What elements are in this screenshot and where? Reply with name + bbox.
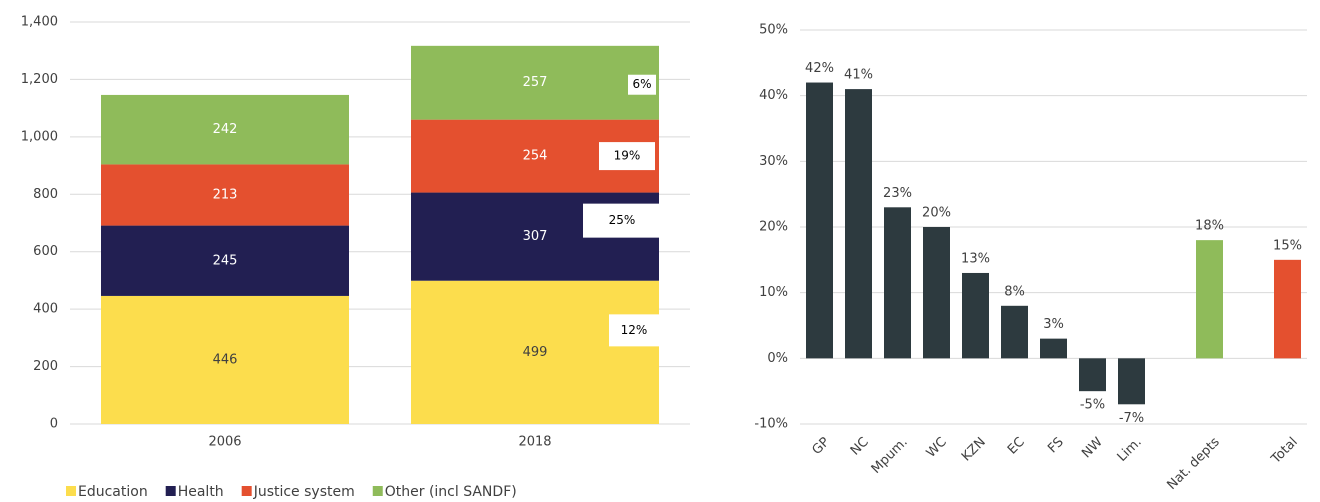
x-tick-label: GP <box>810 435 833 458</box>
data-label: 242 <box>213 122 238 137</box>
bar <box>1118 358 1145 405</box>
y-tick-label: 20% <box>759 220 788 235</box>
data-label: 213 <box>213 188 238 203</box>
data-label: 13% <box>961 251 990 266</box>
annotation-box <box>628 74 656 95</box>
y-tick-label: 800 <box>33 187 58 202</box>
data-label: 307 <box>523 229 548 244</box>
y-tick-label: 600 <box>33 244 58 259</box>
y-tick-label: 1,000 <box>21 129 58 144</box>
bar-segment <box>101 225 349 296</box>
data-label: 257 <box>523 75 548 90</box>
legend-label: Health <box>178 484 224 500</box>
bar <box>806 82 833 359</box>
bar <box>1196 240 1223 359</box>
x-tick-label: 2006 <box>208 435 241 450</box>
data-label: 3% <box>1043 317 1064 332</box>
x-tick-label: NC <box>848 435 872 459</box>
x-tick-label: Lim. <box>1115 435 1145 465</box>
data-label: 18% <box>1195 219 1224 234</box>
y-tick-label: 1,400 <box>21 15 58 30</box>
bar <box>1079 358 1106 392</box>
x-tick-label: 2018 <box>518 435 551 450</box>
bar <box>923 227 950 359</box>
bar <box>1274 259 1301 359</box>
y-tick-label: -10% <box>754 417 788 432</box>
x-tick-label: WC <box>924 435 950 461</box>
bar <box>1040 338 1067 359</box>
legend-swatch <box>165 486 176 496</box>
x-tick-label: FS <box>1045 435 1067 457</box>
x-tick-label: Nat. depts <box>1165 435 1223 493</box>
data-label: 41% <box>844 68 873 83</box>
annotation-box <box>583 203 661 238</box>
data-label: 499 <box>523 345 548 360</box>
y-tick-label: 0 <box>50 417 58 432</box>
bar-segment <box>411 280 659 424</box>
annotation: 12% <box>621 323 648 337</box>
bar-segment <box>101 94 349 165</box>
y-tick-label: 400 <box>33 302 58 317</box>
data-label: 15% <box>1273 238 1302 253</box>
data-label: 8% <box>1004 284 1025 299</box>
y-tick-label: 200 <box>33 359 58 374</box>
bar <box>962 272 989 359</box>
legend-swatch <box>241 486 252 496</box>
data-label: 23% <box>883 186 912 201</box>
x-tick-label: EC <box>1005 435 1028 458</box>
data-label: 20% <box>922 206 951 221</box>
bar <box>845 89 872 359</box>
x-tick-label: KZN <box>959 435 989 465</box>
legend-label: Other (incl SANDF) <box>385 484 517 500</box>
data-label: -7% <box>1119 411 1144 426</box>
x-tick-label: Mpum. <box>869 435 911 477</box>
x-tick-label: Total <box>1268 435 1301 468</box>
bar <box>884 207 911 359</box>
annotation-box <box>609 314 659 347</box>
bar-segment <box>101 164 349 226</box>
data-label: -5% <box>1080 398 1105 413</box>
annotation: 25% <box>609 213 636 227</box>
bar-segment <box>101 295 349 424</box>
bar-segment <box>411 45 659 120</box>
y-tick-label: 0% <box>767 351 788 366</box>
x-tick-label: NW <box>1079 435 1106 462</box>
legend-swatch <box>66 486 76 496</box>
bar <box>1001 305 1028 359</box>
annotation: 19% <box>614 149 641 163</box>
legend-label: Education <box>78 484 148 500</box>
y-tick-label: 30% <box>759 154 788 169</box>
legend-swatch <box>372 486 383 496</box>
y-tick-label: 40% <box>759 88 788 103</box>
data-label: 254 <box>523 149 548 164</box>
annotation: 6% <box>632 77 651 91</box>
legend-label: Justice system <box>253 484 355 500</box>
y-tick-label: 50% <box>759 23 788 38</box>
y-tick-label: 1,200 <box>21 72 58 87</box>
data-label: 42% <box>805 61 834 76</box>
data-label: 245 <box>213 253 238 268</box>
y-tick-label: 10% <box>759 285 788 300</box>
annotation-box <box>599 142 655 171</box>
data-label: 446 <box>213 352 238 367</box>
